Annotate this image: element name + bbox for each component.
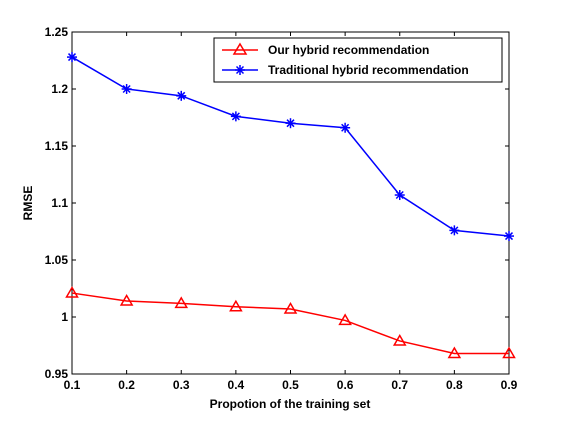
data-point xyxy=(338,313,352,326)
series-line xyxy=(71,292,509,355)
data-point xyxy=(119,294,134,306)
y-tick-label: 1.1 xyxy=(51,196,68,210)
data-point xyxy=(230,111,241,122)
y-tick-label: 1.05 xyxy=(45,253,69,267)
y-axis: 0.95 1 1.05 1.1 1.15 1.2 1.25 xyxy=(45,25,509,381)
data-point xyxy=(176,90,187,101)
data-point xyxy=(283,302,298,314)
series-2 xyxy=(67,52,514,242)
series-layer xyxy=(65,52,516,359)
legend-box xyxy=(213,37,503,83)
data-point xyxy=(340,122,351,133)
x-tick-label: 0.4 xyxy=(228,378,245,392)
x-tick-label: 0.1 xyxy=(64,378,81,392)
legend-marker-triangle xyxy=(232,42,248,55)
series-1 xyxy=(65,286,516,359)
legend-label-our: Our hybrid recommendation xyxy=(268,43,429,57)
legend-marker-asterisk xyxy=(235,65,245,75)
x-tick-label: 0.2 xyxy=(118,378,135,392)
y-axis-label: RMSE xyxy=(21,186,35,221)
legend: Our hybrid recommendation Traditional hy… xyxy=(213,37,503,83)
x-tick-label: 0.7 xyxy=(391,378,408,392)
legend-label-traditional: Traditional hybrid recommendation xyxy=(268,63,469,77)
data-point xyxy=(174,296,189,309)
data-point xyxy=(449,225,460,236)
data-point xyxy=(502,346,516,359)
x-tick-label: 0.9 xyxy=(501,378,518,392)
y-tick-label: 1 xyxy=(61,310,68,324)
data-point xyxy=(394,190,405,201)
x-tick-label: 0.5 xyxy=(282,378,299,392)
x-tick-label: 0.8 xyxy=(446,378,463,392)
data-point xyxy=(67,52,77,63)
plot-area xyxy=(71,31,510,375)
data-point xyxy=(121,84,132,94)
x-tick-label: 0.3 xyxy=(173,378,190,392)
data-point xyxy=(504,231,514,242)
x-tick-label: 0.6 xyxy=(337,378,354,392)
y-tick-label: 1.15 xyxy=(45,139,69,153)
data-point xyxy=(229,299,243,312)
data-point xyxy=(392,333,407,346)
x-axis-label: Propotion of the training set xyxy=(210,397,371,411)
y-tick-label: 1.25 xyxy=(45,25,69,39)
data-point xyxy=(65,286,79,298)
y-tick-label: 1.2 xyxy=(51,82,68,96)
x-axis: 0.1 0.2 0.3 0.4 0.5 0.6 0.7 0.8 0.9 xyxy=(64,32,518,392)
data-point xyxy=(447,346,462,359)
data-point xyxy=(285,118,296,129)
y-tick-label: 0.95 xyxy=(45,367,69,381)
